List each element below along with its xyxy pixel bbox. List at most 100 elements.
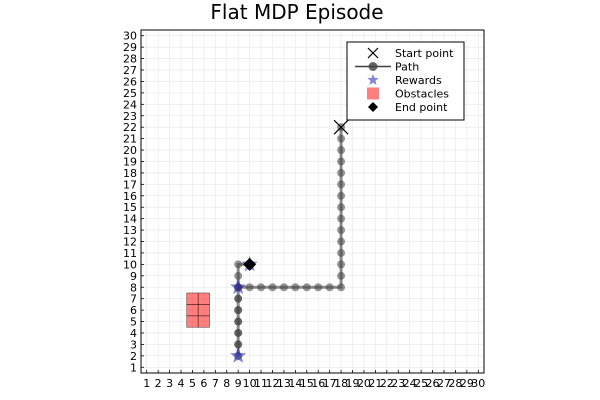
path-point — [314, 283, 323, 292]
y-tick-label: 24 — [123, 98, 137, 111]
y-tick-label: 19 — [123, 155, 137, 168]
path-point — [291, 283, 300, 292]
path-point — [337, 260, 346, 269]
legend-item-path: Path — [355, 61, 419, 74]
x-tick-label: 13 — [277, 377, 291, 390]
y-tick-label: 3 — [130, 338, 137, 351]
obstacle-marker — [197, 292, 210, 305]
legend-square-icon — [367, 87, 379, 100]
reward-marker — [230, 278, 247, 295]
start-point-marker — [333, 119, 349, 135]
y-tick-label: 8 — [130, 281, 137, 294]
y-tick-label: 7 — [130, 293, 137, 306]
path-point — [337, 271, 346, 280]
x-tick-label: 30 — [471, 377, 485, 390]
path-point — [325, 283, 334, 292]
x-tick-label: 11 — [254, 377, 268, 390]
legend-box — [346, 41, 465, 121]
path-point — [268, 283, 277, 292]
obstacle-marker — [186, 292, 199, 305]
path-point — [302, 283, 311, 292]
obstacle-marker — [186, 304, 199, 317]
grid — [141, 30, 484, 373]
legend-star-icon — [367, 74, 379, 85]
path-point — [337, 237, 346, 246]
obstacle-marker — [197, 315, 210, 328]
plot-frame — [140, 29, 485, 374]
x-tick-label: 22 — [380, 377, 394, 390]
path-point — [279, 283, 288, 292]
path-point — [337, 134, 346, 143]
path-point — [337, 180, 346, 189]
path-point — [337, 157, 346, 166]
obstacle-marker — [186, 315, 199, 328]
legend-item-obstacles: Obstacles — [367, 87, 449, 101]
y-tick-label: 23 — [123, 110, 137, 123]
end-point-marker — [243, 257, 257, 271]
y-tick-label: 5 — [130, 316, 137, 329]
path-point — [257, 283, 266, 292]
y-tick-label: 16 — [123, 190, 137, 203]
y-tick-label: 13 — [123, 224, 137, 237]
markers-layer — [243, 119, 349, 271]
legend-item-rewards: Rewards — [367, 74, 442, 87]
legend-label: End point — [395, 101, 448, 114]
y-tick-label: 11 — [123, 247, 137, 260]
path-point — [234, 328, 243, 337]
path-point — [337, 283, 346, 292]
y-tick-label: 12 — [123, 236, 137, 249]
legend-label: Rewards — [395, 74, 442, 87]
x-tick-label: 12 — [265, 377, 279, 390]
y-tick-label: 22 — [123, 121, 137, 134]
y-tick-label: 25 — [123, 87, 137, 100]
x-tick-label: 25 — [414, 377, 428, 390]
path-point — [337, 203, 346, 212]
legend-label: Path — [395, 61, 419, 74]
legend-label: Obstacles — [395, 88, 449, 101]
x-tick-label: 29 — [460, 377, 474, 390]
y-tick-label: 6 — [130, 304, 137, 317]
y-tick-label: 20 — [123, 144, 137, 157]
x-tick-label: 3 — [166, 377, 173, 390]
x-tick-label: 27 — [437, 377, 451, 390]
path-point — [234, 294, 243, 303]
x-tick-label: 14 — [288, 377, 302, 390]
x-tick-label: 9 — [235, 377, 242, 390]
path-point — [337, 214, 346, 223]
y-tick-label: 15 — [123, 201, 137, 214]
x-tick-label: 15 — [300, 377, 314, 390]
y-tick-label: 14 — [123, 213, 137, 226]
legend-path-icon — [368, 62, 378, 71]
legend-start-icon — [367, 47, 379, 59]
legend-diamond-icon — [368, 102, 378, 112]
reward-marker — [230, 347, 247, 363]
path-point — [234, 317, 243, 326]
x-tick-label: 26 — [426, 377, 440, 390]
x-tick-label: 21 — [368, 377, 382, 390]
axes: 1 2 3 4 5 6 7 8 9 1011121314151617181920212223242… — [123, 29, 485, 390]
legend-label: Start point — [395, 47, 454, 60]
y-tick-label: 26 — [123, 75, 137, 88]
path-point — [245, 283, 254, 292]
y-tick-label: 2 — [130, 350, 137, 363]
x-tick-label: 16 — [311, 377, 325, 390]
path-point — [337, 226, 346, 235]
path-point — [337, 191, 346, 200]
path-point — [234, 271, 243, 280]
y-tick-label: 1 — [130, 361, 137, 374]
start-cross-stroke — [367, 47, 379, 59]
path-point — [337, 248, 346, 257]
x-tick-label: 19 — [346, 377, 360, 390]
x-tick-label: 5 — [189, 377, 196, 390]
rewards-layer — [230, 255, 258, 363]
path-point — [337, 146, 346, 155]
x-tick-label: 17 — [323, 377, 337, 390]
x-tick-label: 7 — [212, 377, 219, 390]
x-tick-label: 10 — [243, 377, 257, 390]
x-tick-label: 20 — [357, 377, 371, 390]
obstacle-marker — [197, 304, 210, 317]
x-tick-label: 8 — [223, 377, 230, 390]
path-point — [234, 340, 243, 349]
legend-item-start: Start point — [367, 47, 454, 60]
